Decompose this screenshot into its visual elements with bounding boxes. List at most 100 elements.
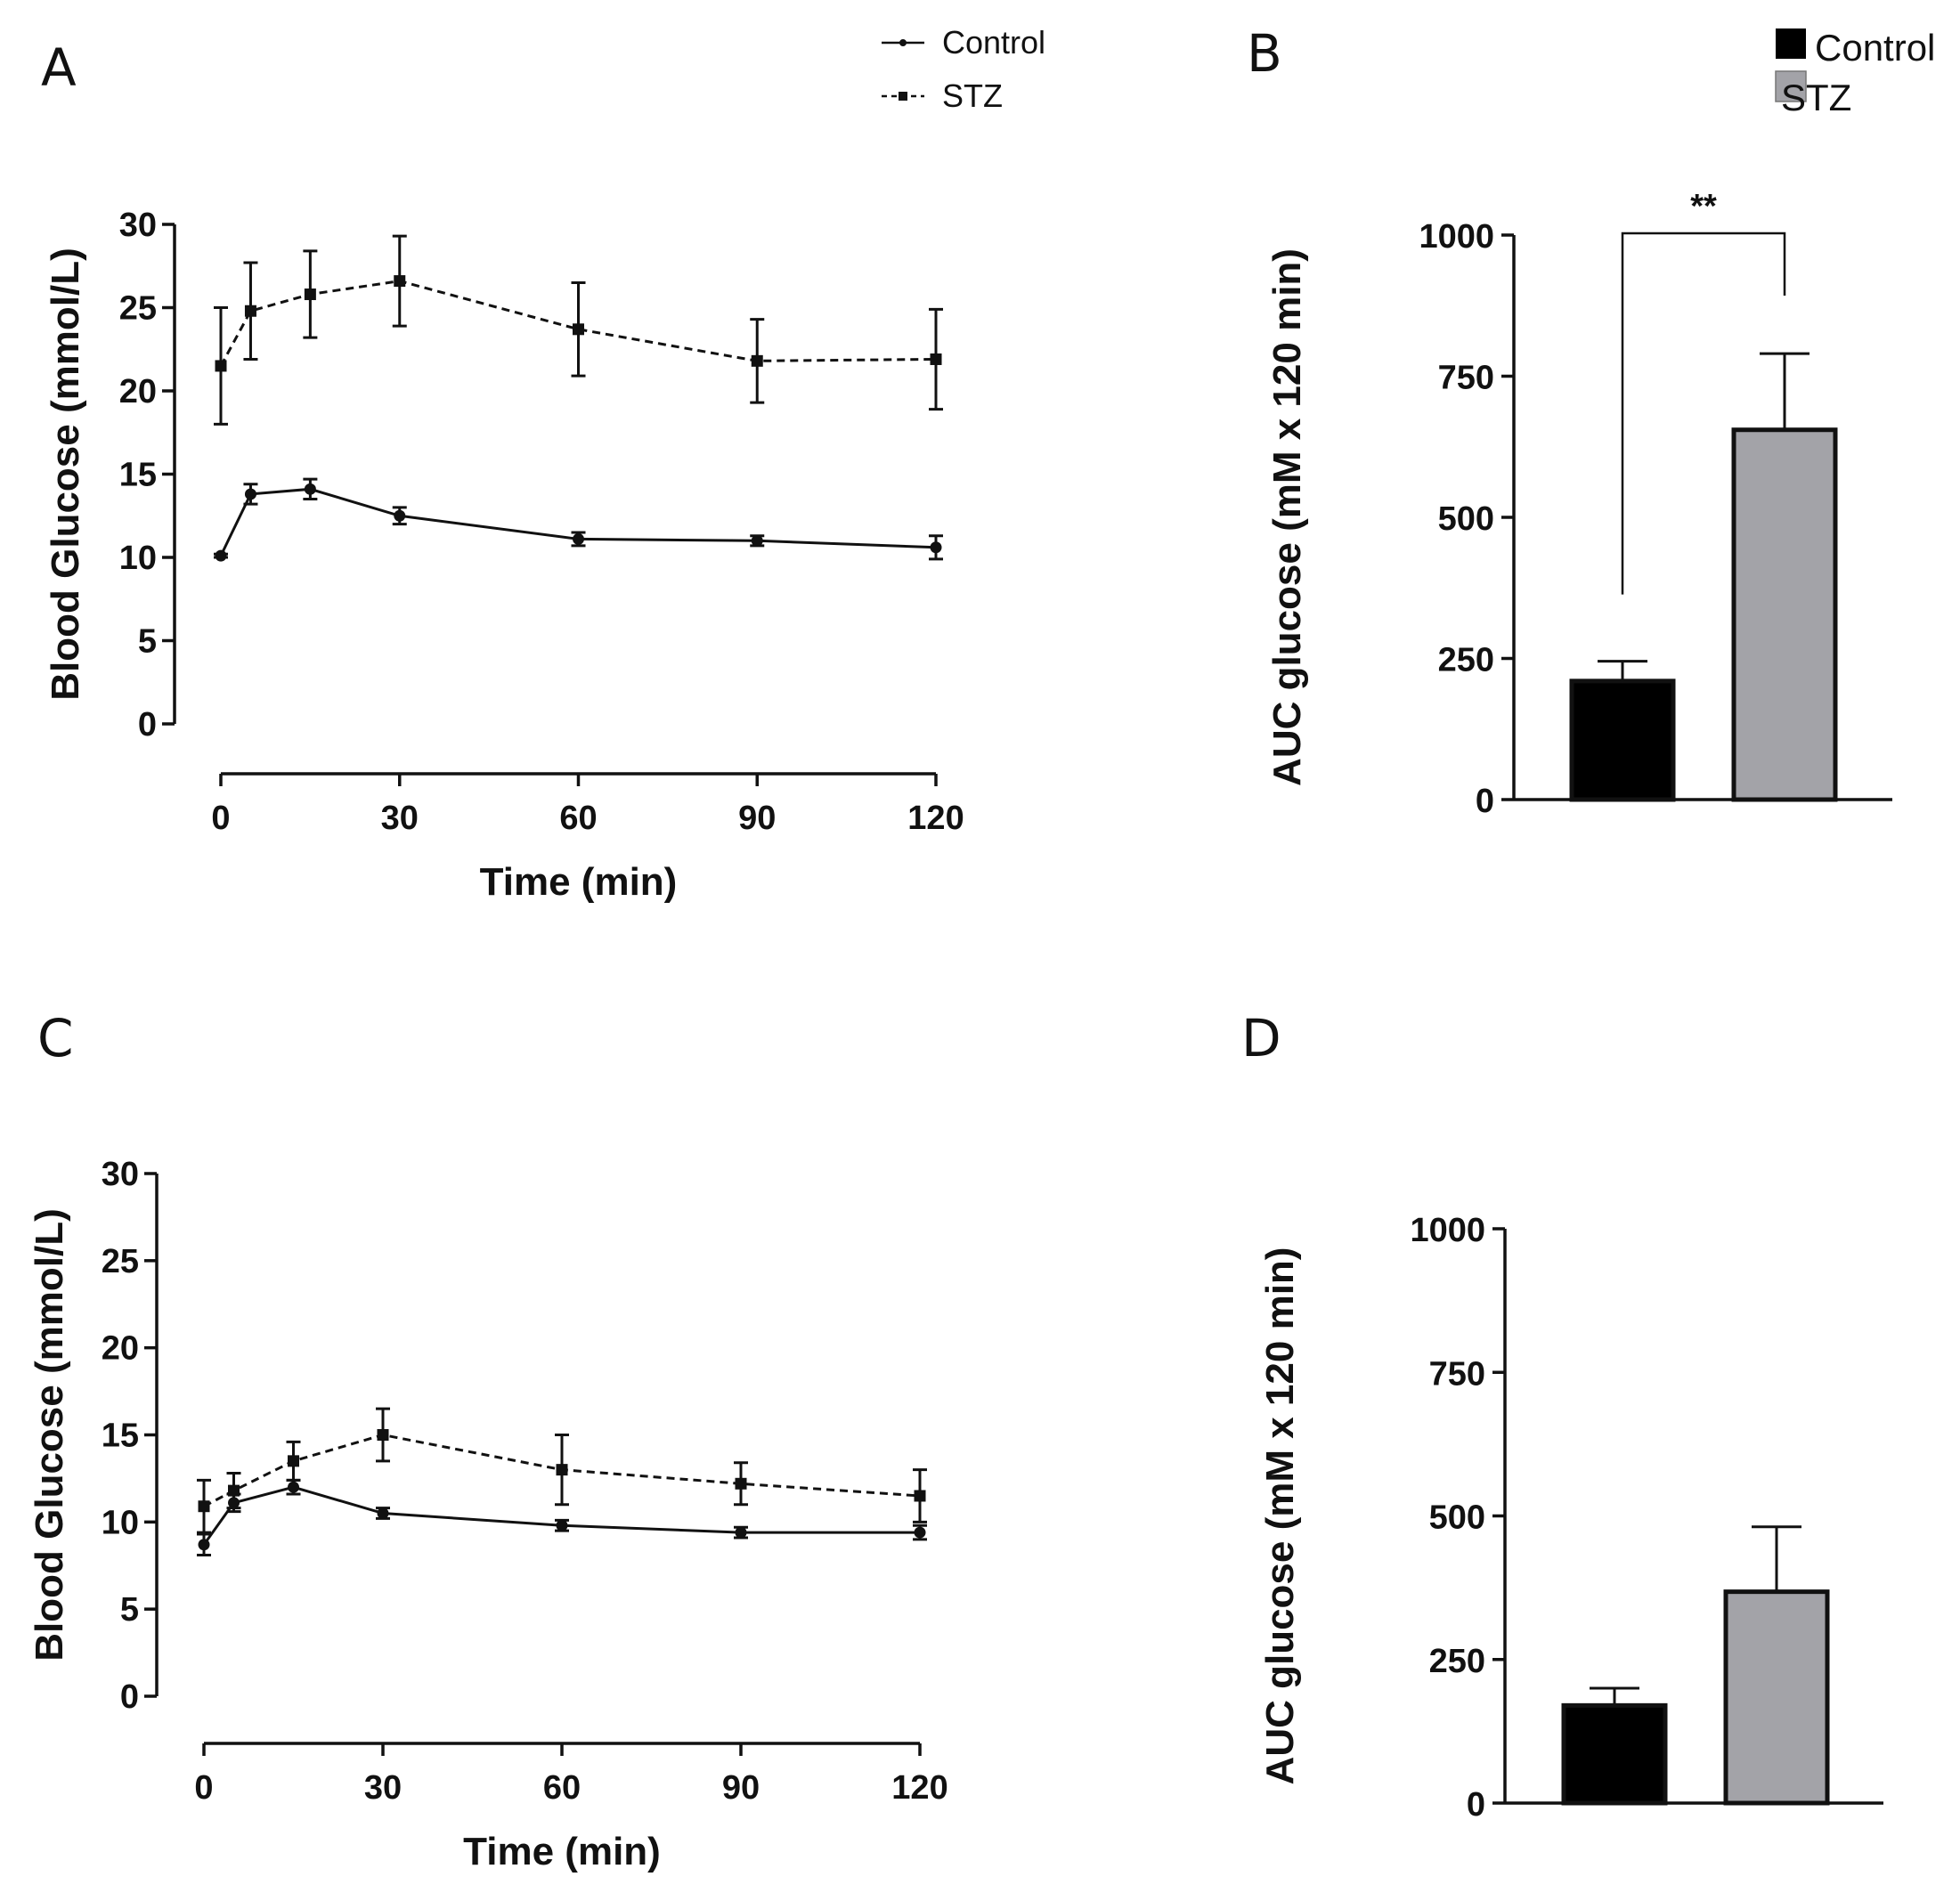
point-stz <box>244 305 256 317</box>
point-control <box>304 483 316 495</box>
y-tick-label: 0 <box>120 1678 139 1716</box>
bar-stz <box>1723 1589 1830 1806</box>
panel-b-y-axis-title: AUC glucose (mM x 120 min) <box>1265 248 1309 786</box>
x-tick-label: 60 <box>543 1769 581 1807</box>
line-legend: Control STZ <box>882 24 1045 114</box>
panel-c-x-axis-title: Time (min) <box>463 1830 661 1873</box>
point-stz <box>914 1490 926 1502</box>
error-bar-control <box>1590 1686 1639 1706</box>
point-control <box>573 532 584 545</box>
point-stz <box>930 353 942 365</box>
x-tick-label: 30 <box>364 1769 402 1807</box>
point-control <box>930 541 942 554</box>
point-control <box>394 509 406 522</box>
point-control <box>198 1539 210 1551</box>
y-tick-label: 5 <box>120 1591 139 1629</box>
panel-d-bar-chart: 0 250 500 750 1000 AUC glucose (mM x 120 min… <box>1258 1212 1883 1824</box>
point-control <box>556 1519 568 1531</box>
y-tick-label: 25 <box>102 1243 139 1280</box>
y-tick-label: 30 <box>102 1156 139 1193</box>
y-tick-label: 250 <box>1438 642 1494 679</box>
point-stz <box>377 1429 389 1441</box>
bar-stz <box>1731 427 1838 802</box>
error-bar-stz <box>1752 1525 1801 1592</box>
legend-stz-label: STZ <box>942 77 1003 114</box>
panel-c-line-chart: 0 5 10 15 20 25 30 0 30 60 90 120 Blood Glucose (m… <box>28 1156 948 1873</box>
legend-control-marker <box>899 39 907 46</box>
point-stz <box>215 360 227 372</box>
y-tick-label: 30 <box>119 207 157 244</box>
panel-c-y-axis: 0 5 10 15 20 25 30 <box>102 1156 159 1716</box>
y-tick-label: 0 <box>1476 783 1494 820</box>
panel-b-bars <box>1569 352 1838 802</box>
y-tick-label: 10 <box>119 540 157 577</box>
significance-bracket <box>1621 232 1786 595</box>
panel-b-bar-chart: 0 250 500 750 1000 ** AUC glucose (mM x 120 … <box>1265 188 1892 820</box>
point-stz <box>198 1500 210 1513</box>
point-stz <box>304 288 316 301</box>
point-stz <box>288 1455 299 1467</box>
panel-d-bars <box>1561 1525 1830 1806</box>
y-tick-label: 750 <box>1429 1355 1485 1393</box>
point-stz <box>573 323 584 336</box>
error-bar-control <box>1598 660 1647 681</box>
x-tick-label: 60 <box>559 800 597 837</box>
y-tick-label: 0 <box>138 706 157 743</box>
significance-label: ** <box>1690 188 1717 225</box>
x-tick-label: 120 <box>907 800 964 837</box>
y-tick-label: 20 <box>119 373 157 410</box>
x-tick-label: 90 <box>722 1769 760 1807</box>
point-stz <box>735 1477 747 1490</box>
y-tick-label: 750 <box>1438 360 1494 397</box>
panel-b-significance: ** <box>1621 188 1786 595</box>
y-tick-label: 500 <box>1438 500 1494 538</box>
x-tick-label: 120 <box>891 1769 947 1807</box>
bar-legend: Control STZ <box>1775 27 1935 118</box>
y-tick-label: 250 <box>1429 1643 1485 1680</box>
y-tick-label: 500 <box>1429 1499 1485 1537</box>
legend-control-bar-label: Control <box>1815 27 1935 69</box>
point-control <box>914 1526 926 1539</box>
bar-control <box>1569 678 1676 802</box>
y-tick-label: 1000 <box>1419 218 1494 256</box>
x-tick-label: 0 <box>211 800 230 837</box>
point-stz <box>228 1484 240 1497</box>
point-control <box>288 1481 299 1493</box>
panel-label-d: D <box>1241 1008 1281 1068</box>
legend-stz-bar-label: STZ <box>1781 77 1851 118</box>
legend-control-swatch <box>1776 28 1806 59</box>
x-tick-label: 90 <box>738 800 776 837</box>
y-tick-label: 10 <box>102 1504 139 1541</box>
point-control <box>215 549 227 562</box>
legend-stz-swatch <box>1775 70 1807 102</box>
y-tick-label: 1000 <box>1410 1212 1485 1249</box>
panel-d-y-axis-title: AUC glucose (mM x 120 min) <box>1258 1247 1302 1785</box>
point-control <box>377 1507 389 1520</box>
panel-label-b: B <box>1247 23 1282 84</box>
error-bar-stz <box>1760 352 1810 430</box>
panel-a-series <box>214 234 943 562</box>
bar-control <box>1561 1702 1668 1806</box>
panel-label-c: C <box>37 1008 74 1068</box>
x-tick-label: 0 <box>194 1769 213 1807</box>
y-tick-label: 15 <box>119 457 157 494</box>
point-stz <box>751 354 763 367</box>
panel-a-y-axis: 0 5 10 15 20 25 30 <box>119 207 176 743</box>
y-tick-label: 25 <box>119 290 157 328</box>
panel-label-a: A <box>41 37 77 98</box>
legend-stz-marker <box>899 92 907 101</box>
panel-b-y-axis: 0 250 500 750 1000 <box>1419 218 1892 820</box>
point-stz <box>556 1464 568 1476</box>
panel-a-x-axis-title: Time (min) <box>480 860 678 904</box>
legend-control-label: Control <box>942 24 1045 61</box>
panel-a-y-axis-title: Blood Glucose (mmol/L) <box>44 248 87 700</box>
panel-c-series <box>197 1407 927 1557</box>
y-tick-label: 15 <box>102 1418 139 1455</box>
y-tick-label: 5 <box>138 623 157 661</box>
panel-c-y-axis-title: Blood Glucose (mmol/L) <box>28 1208 71 1661</box>
y-tick-label: 20 <box>102 1330 139 1368</box>
panel-c-x-axis: 0 30 60 90 120 <box>194 1742 948 1807</box>
panel-a-line-chart: 0 5 10 15 20 25 30 0 30 60 90 120 Blood Glucose (m… <box>44 207 964 904</box>
point-control <box>244 488 256 500</box>
